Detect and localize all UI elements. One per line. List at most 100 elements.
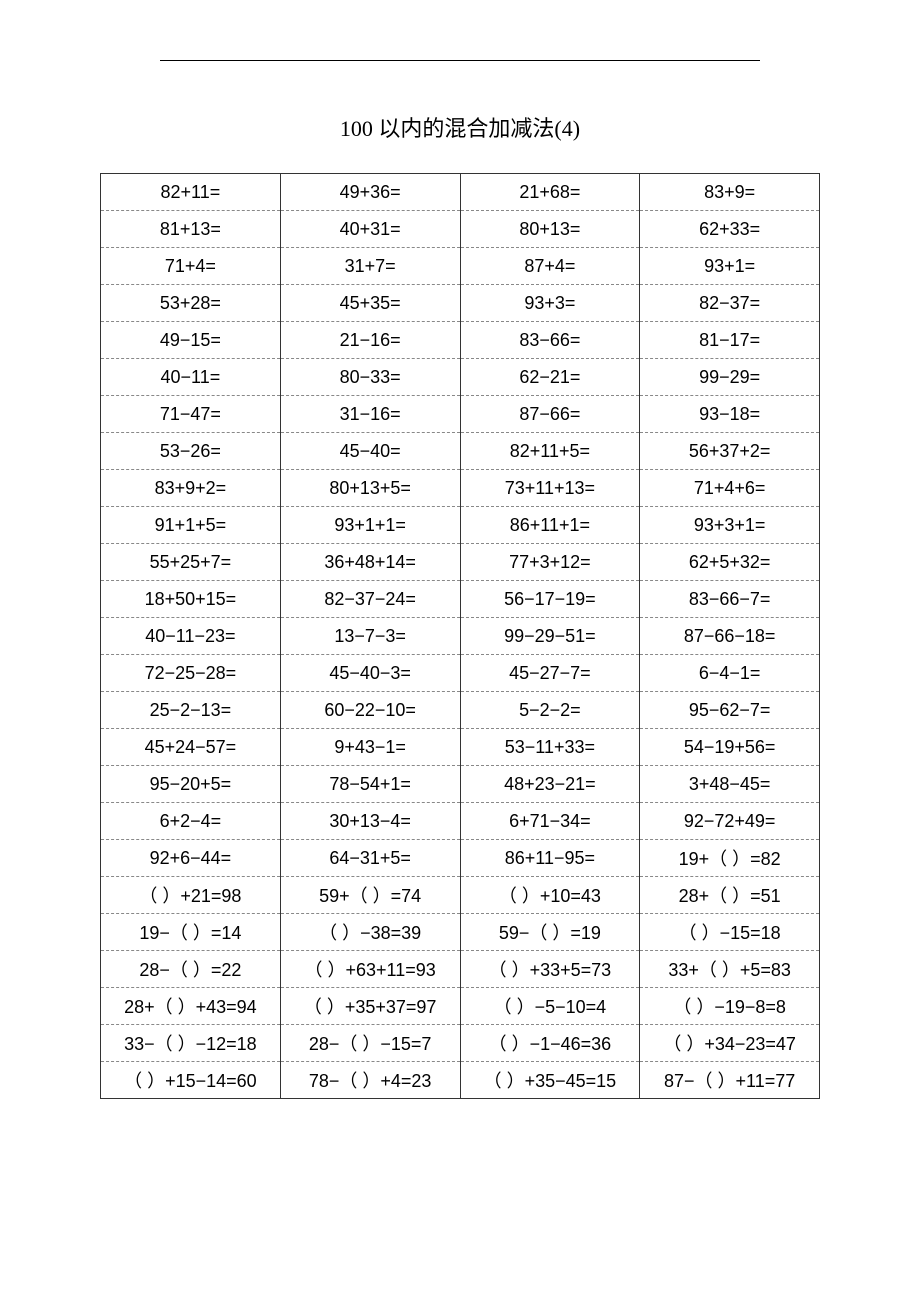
problem-cell: 99−29−51= bbox=[460, 618, 640, 655]
problem-cell: 93+1+1= bbox=[280, 507, 460, 544]
problem-cell: 28−（ ）−15=7 bbox=[280, 1025, 460, 1062]
problem-cell: 53−26= bbox=[101, 433, 281, 470]
table-row: 72−25−28=45−40−3=45−27−7=6−4−1= bbox=[101, 655, 820, 692]
problem-cell: 95−62−7= bbox=[640, 692, 820, 729]
problem-cell: 19−（ ）=14 bbox=[101, 914, 281, 951]
table-row: 53−26=45−40=82+11+5=56+37+2= bbox=[101, 433, 820, 470]
problem-cell: 40−11−23= bbox=[101, 618, 281, 655]
table-row: 28+（ ）+43=94（ ）+35+37=97（ ）−5−10=4（ ）−19… bbox=[101, 988, 820, 1025]
table-row: 28−（ ）=22（ ）+63+11=93（ ）+33+5=7333+（ ）+5… bbox=[101, 951, 820, 988]
problem-cell: 93+1= bbox=[640, 248, 820, 285]
table-row: 82+11=49+36=21+68=83+9= bbox=[101, 174, 820, 211]
problem-cell: 25−2−13= bbox=[101, 692, 281, 729]
problem-cell: 87−（ ）+11=77 bbox=[640, 1062, 820, 1099]
problem-cell: 45−40−3= bbox=[280, 655, 460, 692]
problem-cell: 45+24−57= bbox=[101, 729, 281, 766]
problem-cell: 71+4= bbox=[101, 248, 281, 285]
problem-cell: （ ）−15=18 bbox=[640, 914, 820, 951]
problem-cell: 72−25−28= bbox=[101, 655, 281, 692]
problem-cell: 49−15= bbox=[101, 322, 281, 359]
problem-cell: 40+31= bbox=[280, 211, 460, 248]
problem-cell: （ ）+63+11=93 bbox=[280, 951, 460, 988]
problem-cell: 86+11+1= bbox=[460, 507, 640, 544]
problems-table: 82+11=49+36=21+68=83+9=81+13=40+31=80+13… bbox=[100, 173, 820, 1099]
problem-cell: 9+43−1= bbox=[280, 729, 460, 766]
problem-cell: 28+（ ）=51 bbox=[640, 877, 820, 914]
table-row: 83+9+2=80+13+5=73+11+13=71+4+6= bbox=[101, 470, 820, 507]
problem-cell: 33−（ ）−12=18 bbox=[101, 1025, 281, 1062]
problem-cell: （ ）+10=43 bbox=[460, 877, 640, 914]
table-row: 91+1+5=93+1+1=86+11+1=93+3+1= bbox=[101, 507, 820, 544]
problem-cell: 18+50+15= bbox=[101, 581, 281, 618]
problem-cell: 59−（ ）=19 bbox=[460, 914, 640, 951]
problem-cell: （ ）+15−14=60 bbox=[101, 1062, 281, 1099]
problem-cell: 80+13= bbox=[460, 211, 640, 248]
problem-cell: 92−72+49= bbox=[640, 803, 820, 840]
worksheet-page: 100 以内的混合加减法(4) 82+11=49+36=21+68=83+9=8… bbox=[0, 0, 920, 1139]
problem-cell: 28−（ ）=22 bbox=[101, 951, 281, 988]
table-row: 55+25+7=36+48+14=77+3+12=62+5+32= bbox=[101, 544, 820, 581]
problem-cell: 78−54+1= bbox=[280, 766, 460, 803]
problem-cell: 53+28= bbox=[101, 285, 281, 322]
table-row: 92+6−44=64−31+5=86+11−95=19+（ ）=82 bbox=[101, 840, 820, 877]
table-row: 81+13=40+31=80+13=62+33= bbox=[101, 211, 820, 248]
problem-cell: 82−37−24= bbox=[280, 581, 460, 618]
table-row: 6+2−4=30+13−4=6+71−34=92−72+49= bbox=[101, 803, 820, 840]
problem-cell: 31−16= bbox=[280, 396, 460, 433]
page-title: 100 以内的混合加减法(4) bbox=[100, 111, 820, 143]
problem-cell: 82−37= bbox=[640, 285, 820, 322]
problem-cell: （ ）−19−8=8 bbox=[640, 988, 820, 1025]
table-row: 25−2−13=60−22−10=5−2−2=95−62−7= bbox=[101, 692, 820, 729]
problem-cell: 83−66= bbox=[460, 322, 640, 359]
table-row: 53+28=45+35=93+3=82−37= bbox=[101, 285, 820, 322]
header-rule bbox=[160, 60, 760, 61]
problem-cell: 33+（ ）+5=83 bbox=[640, 951, 820, 988]
problem-cell: 87+4= bbox=[460, 248, 640, 285]
problem-cell: 55+25+7= bbox=[101, 544, 281, 581]
problem-cell: 77+3+12= bbox=[460, 544, 640, 581]
problem-cell: 80+13+5= bbox=[280, 470, 460, 507]
problem-cell: 6+71−34= bbox=[460, 803, 640, 840]
problem-cell: 93+3+1= bbox=[640, 507, 820, 544]
problem-cell: 71+4+6= bbox=[640, 470, 820, 507]
table-row: 19−（ ）=14（ ）−38=3959−（ ）=19（ ）−15=18 bbox=[101, 914, 820, 951]
table-row: 18+50+15=82−37−24=56−17−19=83−66−7= bbox=[101, 581, 820, 618]
table-row: 71−47=31−16=87−66=93−18= bbox=[101, 396, 820, 433]
problem-cell: 87−66−18= bbox=[640, 618, 820, 655]
problem-cell: 13−7−3= bbox=[280, 618, 460, 655]
problem-cell: （ ）+34−23=47 bbox=[640, 1025, 820, 1062]
problem-cell: 31+7= bbox=[280, 248, 460, 285]
problem-cell: 92+6−44= bbox=[101, 840, 281, 877]
problem-cell: 36+48+14= bbox=[280, 544, 460, 581]
problem-cell: （ ）+21=98 bbox=[101, 877, 281, 914]
problem-cell: 53−11+33= bbox=[460, 729, 640, 766]
problem-cell: 59+（ ）=74 bbox=[280, 877, 460, 914]
problem-cell: 6−4−1= bbox=[640, 655, 820, 692]
problem-cell: 28+（ ）+43=94 bbox=[101, 988, 281, 1025]
problem-cell: 82+11+5= bbox=[460, 433, 640, 470]
problem-cell: 48+23−21= bbox=[460, 766, 640, 803]
problem-cell: 6+2−4= bbox=[101, 803, 281, 840]
problem-cell: 40−11= bbox=[101, 359, 281, 396]
problem-cell: 30+13−4= bbox=[280, 803, 460, 840]
table-row: 95−20+5=78−54+1=48+23−21=3+48−45= bbox=[101, 766, 820, 803]
problem-cell: 93−18= bbox=[640, 396, 820, 433]
table-row: 71+4=31+7=87+4=93+1= bbox=[101, 248, 820, 285]
problem-cell: 78−（ ）+4=23 bbox=[280, 1062, 460, 1099]
problem-cell: 56+37+2= bbox=[640, 433, 820, 470]
problem-cell: （ ）−5−10=4 bbox=[460, 988, 640, 1025]
problem-cell: 81+13= bbox=[101, 211, 281, 248]
problem-cell: （ ）+35+37=97 bbox=[280, 988, 460, 1025]
problem-cell: 56−17−19= bbox=[460, 581, 640, 618]
problem-cell: 21−16= bbox=[280, 322, 460, 359]
problem-cell: 71−47= bbox=[101, 396, 281, 433]
problem-cell: 93+3= bbox=[460, 285, 640, 322]
problem-cell: 60−22−10= bbox=[280, 692, 460, 729]
problem-cell: 49+36= bbox=[280, 174, 460, 211]
problem-cell: 45−40= bbox=[280, 433, 460, 470]
table-row: 40−11=80−33=62−21=99−29= bbox=[101, 359, 820, 396]
problem-cell: 95−20+5= bbox=[101, 766, 281, 803]
problem-cell: 62+33= bbox=[640, 211, 820, 248]
problem-cell: 45−27−7= bbox=[460, 655, 640, 692]
table-row: 49−15=21−16=83−66=81−17= bbox=[101, 322, 820, 359]
